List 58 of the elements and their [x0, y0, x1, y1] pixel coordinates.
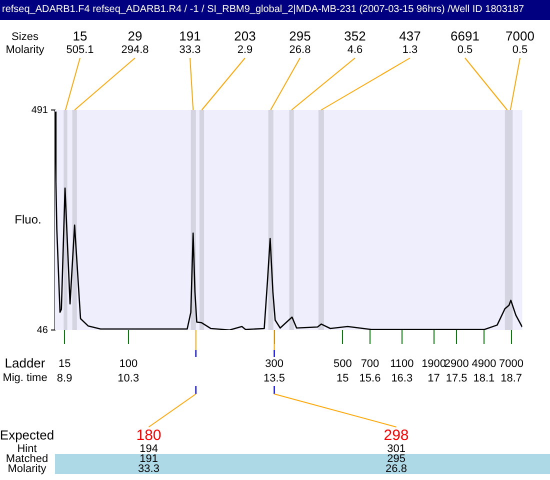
- text: 500: [333, 358, 352, 370]
- x-tick-label: 17.5: [446, 372, 468, 385]
- y-axis-title: Fluo.: [14, 212, 42, 226]
- text: 100: [119, 358, 138, 370]
- text: 15: [58, 358, 71, 370]
- text: 294.8: [121, 44, 149, 56]
- x-tick-label: 17: [428, 372, 440, 385]
- annotation: 191: [179, 28, 201, 44]
- text: Sizes: [12, 31, 39, 44]
- text: 194: [140, 443, 158, 456]
- annotation: 7000: [506, 28, 534, 44]
- x-tick-label: 13.5: [264, 372, 285, 385]
- text: 2.9: [237, 44, 253, 56]
- annotation: 298: [384, 427, 409, 444]
- annotation: 295: [289, 28, 311, 44]
- text: 700: [360, 358, 380, 370]
- text: 26.8: [289, 44, 311, 56]
- text: 191: [140, 453, 158, 466]
- text: 0.5: [512, 44, 528, 56]
- text: 505.1: [66, 44, 94, 56]
- text: 26.8: [386, 463, 407, 476]
- y-tick-label: 491: [31, 104, 48, 116]
- annotation: 6691: [450, 28, 480, 44]
- text: 295: [387, 453, 406, 466]
- annotation: 203: [234, 28, 256, 44]
- text: Expected: [0, 428, 54, 443]
- text: Hint: [17, 443, 37, 456]
- x-tick-label: 10.3: [118, 372, 140, 385]
- text: 33.3: [138, 463, 160, 476]
- annotation: 352: [344, 28, 366, 44]
- text: 4.6: [347, 44, 363, 56]
- text: 2900: [444, 358, 469, 370]
- text: Molarity: [8, 463, 47, 476]
- text: 7000: [499, 358, 524, 370]
- text: Matched: [6, 453, 48, 466]
- text: 301: [387, 443, 406, 456]
- text: 33.3: [179, 44, 201, 56]
- text: 4900: [472, 358, 496, 370]
- text: 1.3: [402, 44, 418, 56]
- y-tick-label: 46: [36, 324, 48, 336]
- text: Molarity: [6, 44, 45, 56]
- text: 0.5: [457, 44, 473, 56]
- text: 1100: [390, 358, 414, 370]
- annotation: 180: [136, 427, 162, 444]
- x-tick-label: 16.3: [391, 372, 413, 385]
- x-tick-label: 18.1: [473, 372, 495, 385]
- x-tick-label: 18.7: [500, 372, 522, 385]
- x-axis-title: Mig. time: [2, 372, 48, 384]
- chart-title: refseq_ADARB1.F4 refseq_ADARB1.R4 / -1 / SI_RBM9_global_2|MDA-MB-231 (2007-03-15 96hrs) /Well ID 1803187: [0, 0, 550, 20]
- x-tick-label: 15: [336, 372, 349, 385]
- text: 1900: [422, 358, 446, 370]
- text: 300: [265, 358, 284, 370]
- annotation: 437: [399, 28, 421, 44]
- annotation: 29: [128, 28, 142, 44]
- x-tick-label: 15.6: [359, 372, 381, 385]
- text: Ladder: [4, 356, 46, 371]
- annotation: 15: [72, 28, 88, 44]
- x-tick-label: 8.9: [56, 372, 72, 385]
